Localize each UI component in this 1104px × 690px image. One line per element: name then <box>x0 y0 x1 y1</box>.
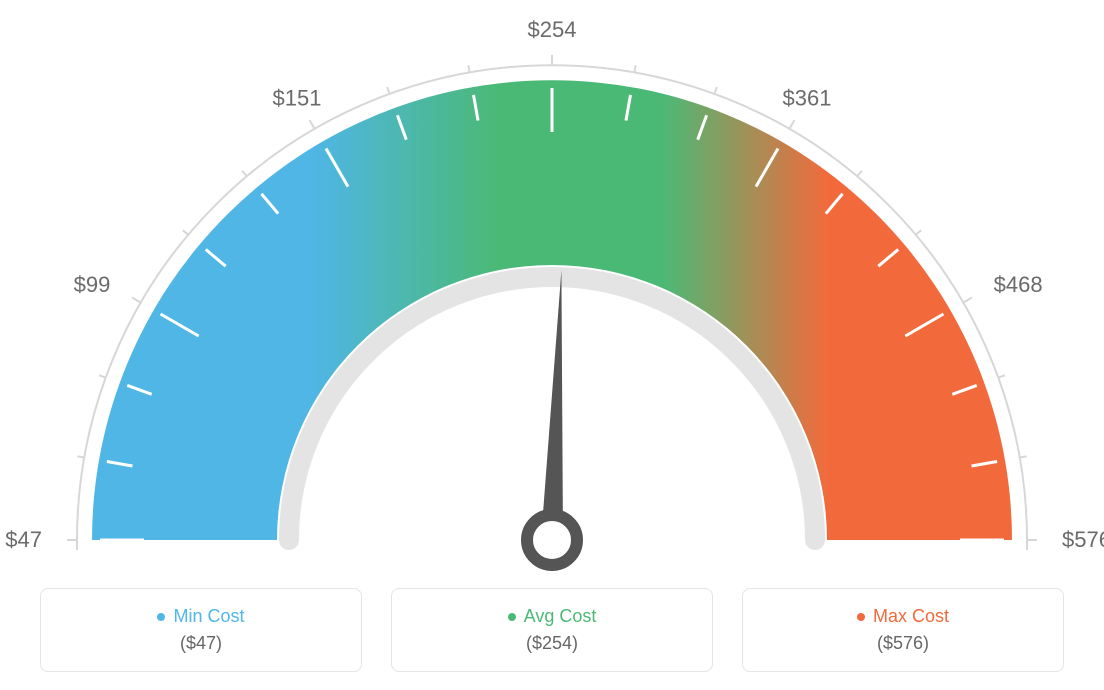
legend-value-min: ($47) <box>180 633 222 654</box>
svg-text:$576: $576 <box>1062 527 1104 552</box>
svg-text:$151: $151 <box>273 85 322 110</box>
svg-text:$361: $361 <box>783 85 832 110</box>
svg-text:$99: $99 <box>74 272 111 297</box>
legend-title-max: Max Cost <box>857 606 949 627</box>
legend-title-min: Min Cost <box>157 606 244 627</box>
legend-label-max: Max Cost <box>873 606 949 627</box>
legend-value-max: ($576) <box>877 633 929 654</box>
legend-dot-min <box>157 613 165 621</box>
legend-dot-max <box>857 613 865 621</box>
svg-text:$468: $468 <box>994 272 1043 297</box>
svg-text:$47: $47 <box>5 527 42 552</box>
legend-dot-avg <box>508 613 516 621</box>
legend-title-avg: Avg Cost <box>508 606 597 627</box>
legend-card-avg: Avg Cost ($254) <box>391 588 713 672</box>
gauge-chart: $47 $99 $151 $254 $361 $468 $576 <box>0 0 1104 580</box>
legend-label-avg: Avg Cost <box>524 606 597 627</box>
legend-card-min: Min Cost ($47) <box>40 588 362 672</box>
legend-row: Min Cost ($47) Avg Cost ($254) Max Cost … <box>0 588 1104 672</box>
cost-gauge-infographic: $47 $99 $151 $254 $361 $468 $576 Min Cost ($47… <box>0 0 1104 690</box>
legend-card-max: Max Cost ($576) <box>742 588 1064 672</box>
svg-text:$254: $254 <box>528 17 577 42</box>
legend-value-avg: ($254) <box>526 633 578 654</box>
legend-label-min: Min Cost <box>173 606 244 627</box>
